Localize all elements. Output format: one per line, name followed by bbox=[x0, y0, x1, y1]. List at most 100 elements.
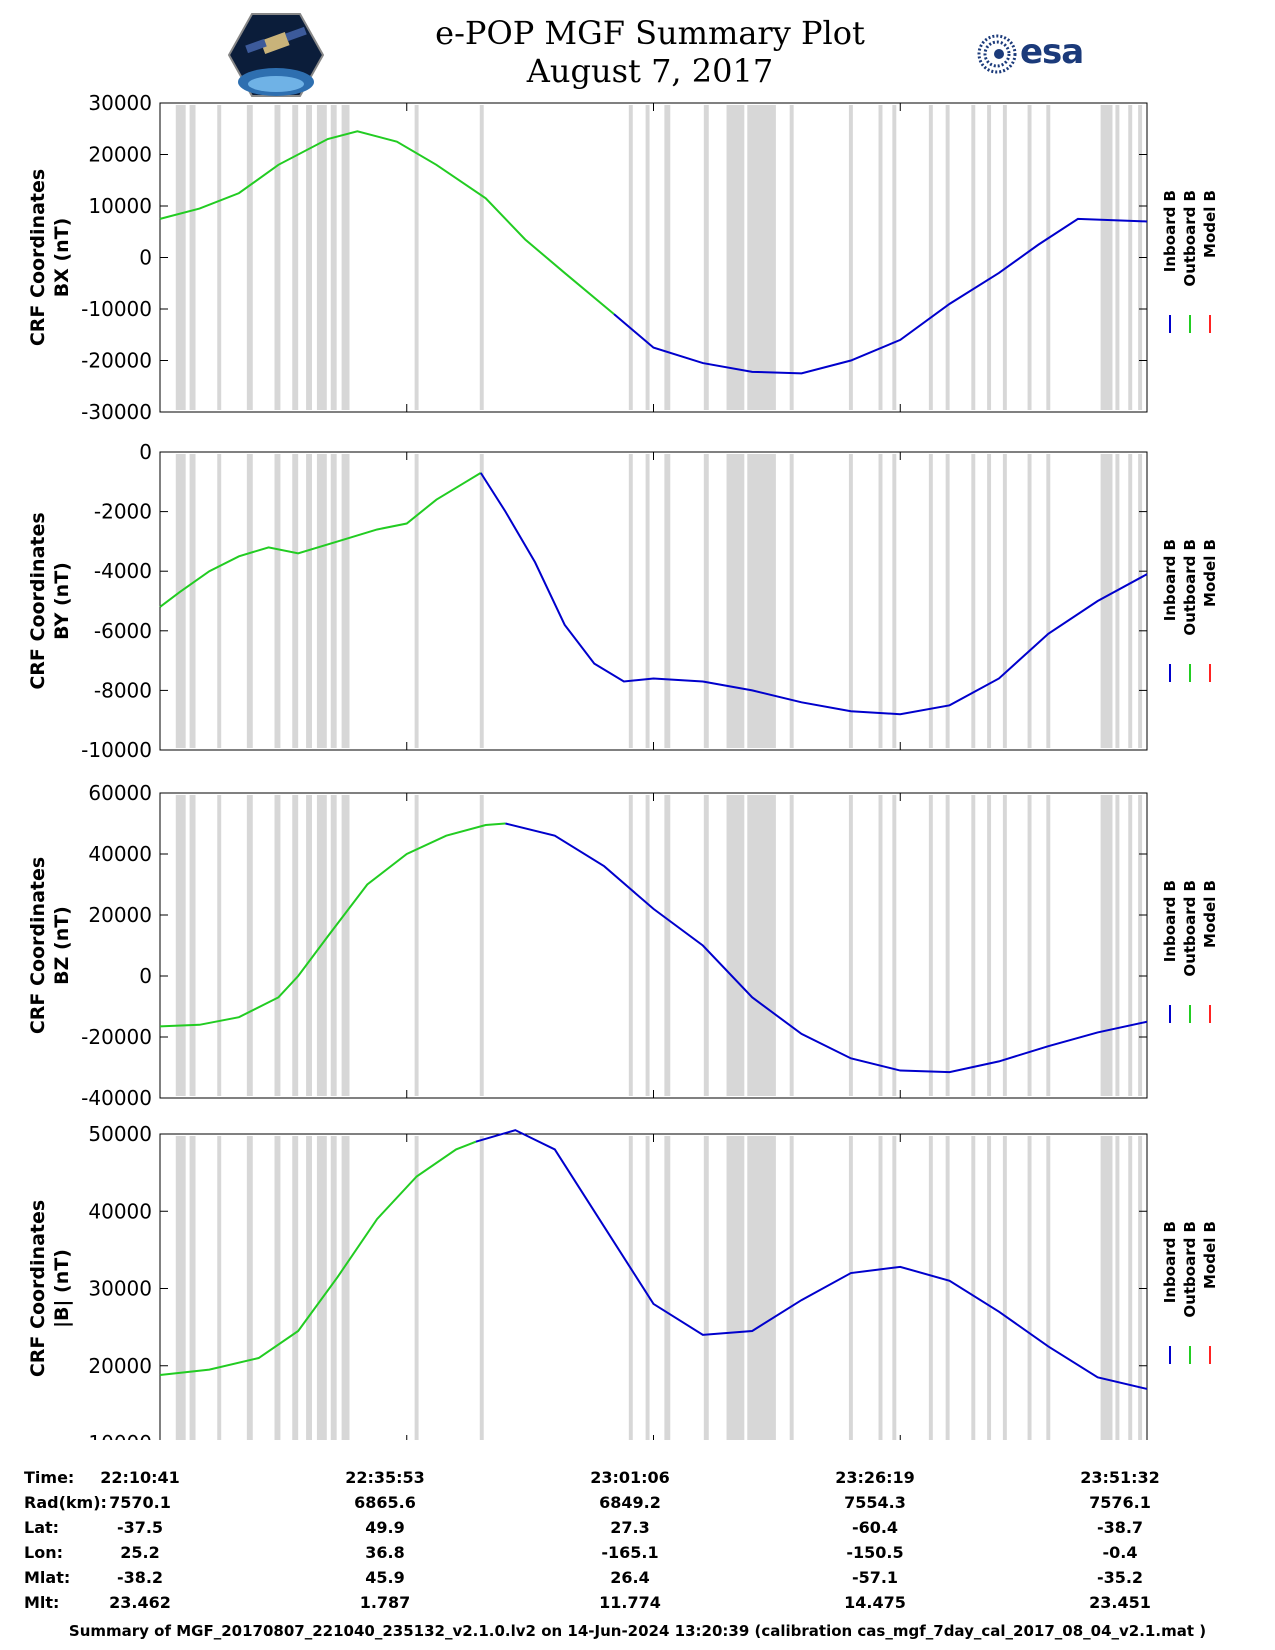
cassiope-logo bbox=[228, 13, 324, 97]
data-gap-band bbox=[971, 1136, 976, 1440]
ephemeris-cell: 7576.1 bbox=[1089, 1493, 1151, 1512]
data-gap-band bbox=[928, 795, 933, 1096]
data-gap-band bbox=[848, 105, 853, 410]
data-gap-band bbox=[928, 1136, 933, 1440]
ephemeris-row-label: Time: bbox=[24, 1468, 75, 1487]
data-gap-band bbox=[1128, 105, 1133, 410]
data-gap-band bbox=[645, 1136, 650, 1440]
series-line-inboard-b bbox=[475, 1129, 1148, 1390]
data-gap-band bbox=[479, 1136, 484, 1440]
y-tick-label: 0 bbox=[139, 964, 152, 988]
data-gap-band bbox=[628, 454, 633, 748]
data-gap-band bbox=[664, 1136, 671, 1440]
ephemeris-cell: -35.2 bbox=[1096, 1568, 1144, 1587]
data-gap-band bbox=[971, 454, 976, 748]
y-tick-label: 30000 bbox=[88, 91, 152, 115]
data-gap-band bbox=[341, 454, 350, 748]
legend-label: Outboard B bbox=[1181, 190, 1199, 287]
y-tick-label: 20000 bbox=[88, 143, 152, 167]
legend-label: Model B bbox=[1201, 539, 1219, 607]
ephemeris-cell: 1.787 bbox=[359, 1593, 411, 1612]
data-gap-band bbox=[1115, 1136, 1120, 1440]
ephemeris-cell: 22:35:53 bbox=[345, 1468, 425, 1487]
data-gap-band bbox=[945, 1136, 950, 1440]
data-gap-band bbox=[306, 795, 312, 1096]
ephemeris-row-label: Mlt: bbox=[24, 1593, 60, 1612]
data-gap-band bbox=[306, 1136, 312, 1440]
data-gap-band bbox=[1027, 795, 1032, 1096]
data-gap-band bbox=[1027, 105, 1032, 410]
data-gap-band bbox=[1138, 795, 1143, 1096]
data-gap-band bbox=[246, 1136, 253, 1440]
legend-label: Model B bbox=[1201, 880, 1219, 948]
data-gap-band bbox=[306, 454, 312, 748]
series-line-inboard-b bbox=[479, 472, 1148, 716]
ephemeris-cell: 23.451 bbox=[1089, 1593, 1151, 1612]
data-gap-band bbox=[341, 795, 350, 1096]
ephemeris-row-label: Rad(km): bbox=[24, 1493, 107, 1512]
data-gap-band bbox=[928, 105, 933, 410]
data-gap-band bbox=[1046, 454, 1051, 748]
data-gap-band bbox=[971, 795, 976, 1096]
ephemeris-cell: 6849.2 bbox=[599, 1493, 661, 1512]
data-gap-band bbox=[1046, 795, 1051, 1096]
data-gap-band bbox=[1027, 1136, 1032, 1440]
data-gap-band bbox=[945, 454, 950, 748]
data-gap-band bbox=[341, 1136, 350, 1440]
y-tick-label: -6000 bbox=[94, 619, 152, 643]
data-gap-band bbox=[892, 795, 897, 1096]
legend-label: Inboard B bbox=[1161, 539, 1179, 621]
ephemeris-cell: 23:51:32 bbox=[1080, 1468, 1160, 1487]
y-axis-label: CRF Coordinates bbox=[27, 169, 49, 346]
data-gap-band bbox=[747, 795, 776, 1096]
legend-label: Inboard B bbox=[1161, 1221, 1179, 1303]
data-gap-band bbox=[175, 1136, 186, 1440]
data-gap-band bbox=[628, 795, 633, 1096]
data-gap-band bbox=[175, 795, 186, 1096]
y-axis-label: CRF Coordinates bbox=[27, 857, 49, 1034]
data-gap-band bbox=[878, 795, 883, 1096]
data-gap-band bbox=[945, 105, 950, 410]
data-gap-band bbox=[246, 454, 253, 748]
data-gap-band bbox=[1115, 105, 1120, 410]
legend-label: Model B bbox=[1201, 1221, 1219, 1289]
data-gap-band bbox=[848, 454, 853, 748]
data-gap-band bbox=[1046, 1136, 1051, 1440]
ephemeris-cell: -165.1 bbox=[601, 1543, 659, 1562]
data-gap-band bbox=[246, 105, 253, 410]
data-gap-band bbox=[747, 1136, 776, 1440]
data-gap-band bbox=[1100, 105, 1113, 410]
y-tick-label: 40000 bbox=[88, 1199, 152, 1223]
data-gap-band bbox=[217, 454, 222, 748]
ephemeris-cell: 7554.3 bbox=[844, 1493, 906, 1512]
y-tick-label: -4000 bbox=[94, 559, 152, 583]
data-gap-band bbox=[987, 1136, 992, 1440]
data-gap-band bbox=[726, 1136, 745, 1440]
data-gap-band bbox=[189, 1136, 196, 1440]
y-tick-label: -40000 bbox=[81, 1086, 152, 1110]
ephemeris-cell: 23:01:06 bbox=[590, 1468, 670, 1487]
plot-title-line1: e-POP MGF Summary Plot bbox=[435, 14, 865, 52]
y-axis-label: CRF Coordinates bbox=[27, 512, 49, 689]
y-axis-sublabel: |B| (nT) bbox=[51, 1249, 73, 1328]
data-gap-band bbox=[703, 1136, 709, 1440]
data-gap-band bbox=[1002, 795, 1007, 1096]
series-line-outboard-b bbox=[159, 1140, 477, 1377]
ephemeris-cell: -38.7 bbox=[1096, 1518, 1144, 1537]
y-axis-sublabel: BY (nT) bbox=[51, 562, 73, 640]
y-tick-label: 10000 bbox=[88, 194, 152, 218]
ephemeris-cell: 36.8 bbox=[365, 1543, 405, 1562]
series-line-inboard-b bbox=[613, 217, 1148, 375]
series-line-inboard-b bbox=[505, 822, 1148, 1074]
data-gap-band bbox=[664, 105, 671, 410]
data-gap-band bbox=[628, 105, 633, 410]
data-gap-band bbox=[945, 795, 950, 1096]
data-gap-band bbox=[664, 795, 671, 1096]
data-gap-band bbox=[848, 1136, 853, 1440]
data-gap-band bbox=[414, 105, 419, 410]
y-tick-label: -20000 bbox=[81, 1025, 152, 1049]
data-gap-band bbox=[1046, 105, 1051, 410]
data-gap-band bbox=[789, 454, 794, 748]
data-gap-band bbox=[892, 1136, 897, 1440]
